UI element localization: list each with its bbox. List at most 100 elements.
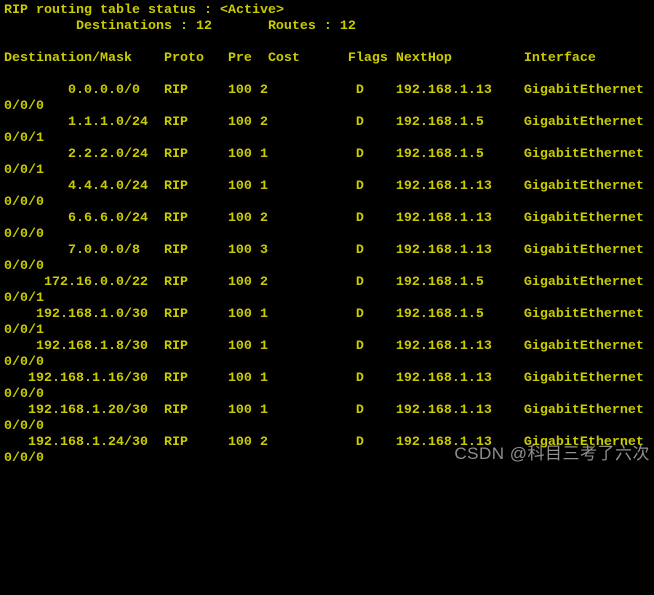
route-row: 1.1.1.0 /24 RIP 100 2 D 192.168.1.5 Giga… (4, 115, 654, 131)
col-header-cost: Cost (267, 51, 300, 66)
route-destination-mask: /30 (123, 339, 148, 354)
route-interface-port: 0/0/1 (4, 291, 44, 306)
route-cost: 1 (259, 179, 268, 194)
route-preference: 100 (227, 307, 252, 322)
route-proto: RIP (163, 115, 188, 130)
route-proto: RIP (163, 339, 188, 354)
route-destination-ip: 172.16.0.0 (43, 275, 124, 290)
route-interface-port: 0/0/1 (4, 163, 44, 178)
route-interface: GigabitEthernet (523, 275, 644, 290)
route-interface-port: 0/0/0 (4, 195, 44, 210)
route-row-interface-wrap: 0/0/0 (4, 227, 654, 243)
route-preference: 100 (227, 339, 252, 354)
terminal-screen[interactable]: RIP routing table status : <Active> Dest… (0, 0, 654, 472)
route-flags: D (355, 179, 364, 194)
route-row-interface-wrap: 0/0/1 (4, 163, 654, 179)
routes-count: Routes : 12 (267, 19, 356, 34)
column-header-line: Destination/Mask Proto Pre Cost Flags Ne… (4, 51, 654, 67)
route-flags: D (355, 307, 364, 322)
route-preference: 100 (227, 211, 252, 226)
rip-table-status-text: RIP routing table status : <Active> (4, 3, 284, 18)
route-interface: GigabitEthernet (523, 147, 644, 162)
summary-line: Destinations : 12 Routes : 12 (4, 19, 654, 35)
route-table-body: 0.0.0.0 /0 RIP 100 2 D 192.168.1.13 Giga… (4, 83, 654, 467)
route-row: 192.168.1.24 /30 RIP 100 2 D 192.168.1.1… (4, 435, 654, 451)
csdn-watermark: CSDN @科目三考了六次 (454, 444, 650, 463)
route-row-interface-wrap: 0/0/0 (4, 195, 654, 211)
route-destination-ip: 192.168.1.8 (35, 339, 124, 354)
route-proto: RIP (163, 243, 188, 258)
route-flags: D (355, 211, 364, 226)
route-destination-ip: 7.0.0.0 (67, 243, 124, 258)
route-proto: RIP (163, 211, 188, 226)
route-flags: D (355, 275, 364, 290)
route-flags: D (355, 147, 364, 162)
route-destination-ip: 1.1.1.0 (67, 115, 124, 130)
route-flags: D (355, 435, 364, 450)
route-cost: 3 (259, 243, 268, 258)
route-destination-mask: /8 (123, 243, 140, 258)
route-row-interface-wrap: 0/0/0 (4, 259, 654, 275)
route-interface: GigabitEthernet (523, 403, 644, 418)
route-row-interface-wrap: 0/0/0 (4, 419, 654, 435)
route-interface-port: 0/0/1 (4, 323, 44, 338)
route-nexthop: 192.168.1.13 (395, 435, 492, 450)
route-flags: D (355, 339, 364, 354)
route-preference: 100 (227, 147, 252, 162)
blank-line (4, 67, 654, 83)
route-destination-mask: /30 (123, 371, 148, 386)
col-header-nexthop: NextHop (395, 51, 452, 66)
route-proto: RIP (163, 307, 188, 322)
route-destination-ip: 192.168.1.16 (27, 371, 124, 386)
route-row: 0.0.0.0 /0 RIP 100 2 D 192.168.1.13 Giga… (4, 83, 654, 99)
route-flags: D (355, 83, 364, 98)
route-row: 192.168.1.20 /30 RIP 100 1 D 192.168.1.1… (4, 403, 654, 419)
route-destination-ip: 192.168.1.24 (27, 435, 124, 450)
route-flags: D (355, 403, 364, 418)
route-cost: 1 (259, 307, 268, 322)
route-destination-mask: /0 (123, 83, 140, 98)
route-row-interface-wrap: 0/0/0 (4, 99, 654, 115)
route-row: 2.2.2.0 /24 RIP 100 1 D 192.168.1.5 Giga… (4, 147, 654, 163)
route-destination-ip: 6.6.6.0 (67, 211, 124, 226)
route-row-interface-wrap: 0/0/0 (4, 355, 654, 371)
route-proto: RIP (163, 403, 188, 418)
route-destination-mask: /24 (123, 147, 148, 162)
route-nexthop: 192.168.1.13 (395, 83, 492, 98)
route-preference: 100 (227, 243, 252, 258)
route-nexthop: 192.168.1.13 (395, 371, 492, 386)
route-interface-port: 0/0/0 (4, 451, 44, 466)
route-row-interface-wrap: 0/0/1 (4, 291, 654, 307)
route-destination-mask: /24 (123, 115, 148, 130)
route-interface-port: 0/0/0 (4, 259, 44, 274)
route-cost: 2 (259, 275, 268, 290)
route-interface-port: 0/0/0 (4, 355, 44, 370)
route-interface: GigabitEthernet (523, 371, 644, 386)
destinations-count: Destinations : 12 (75, 19, 212, 34)
col-header-proto: Proto (163, 51, 204, 66)
route-row: 192.168.1.16 /30 RIP 100 1 D 192.168.1.1… (4, 371, 654, 387)
route-interface-port: 0/0/0 (4, 99, 44, 114)
route-row: 192.168.1.0 /30 RIP 100 1 D 192.168.1.5 … (4, 307, 654, 323)
route-nexthop: 192.168.1.5 (395, 307, 484, 322)
route-cost: 1 (259, 403, 268, 418)
blank-line (4, 35, 654, 51)
route-destination-mask: /30 (123, 403, 148, 418)
route-interface-port: 0/0/1 (4, 131, 44, 146)
col-header-interface: Interface (523, 51, 596, 66)
route-proto: RIP (163, 147, 188, 162)
route-preference: 100 (227, 403, 252, 418)
route-interface: GigabitEthernet (523, 243, 644, 258)
route-proto: RIP (163, 179, 188, 194)
route-cost: 1 (259, 147, 268, 162)
route-cost: 1 (259, 339, 268, 354)
route-destination-mask: /22 (123, 275, 148, 290)
route-nexthop: 192.168.1.13 (395, 179, 492, 194)
route-preference: 100 (227, 115, 252, 130)
route-cost: 2 (259, 435, 268, 450)
route-destination-ip: 2.2.2.0 (67, 147, 124, 162)
route-nexthop: 192.168.1.5 (395, 115, 484, 130)
rip-table-status-line: RIP routing table status : <Active> (4, 3, 654, 19)
route-preference: 100 (227, 435, 252, 450)
route-interface-port: 0/0/0 (4, 387, 44, 402)
